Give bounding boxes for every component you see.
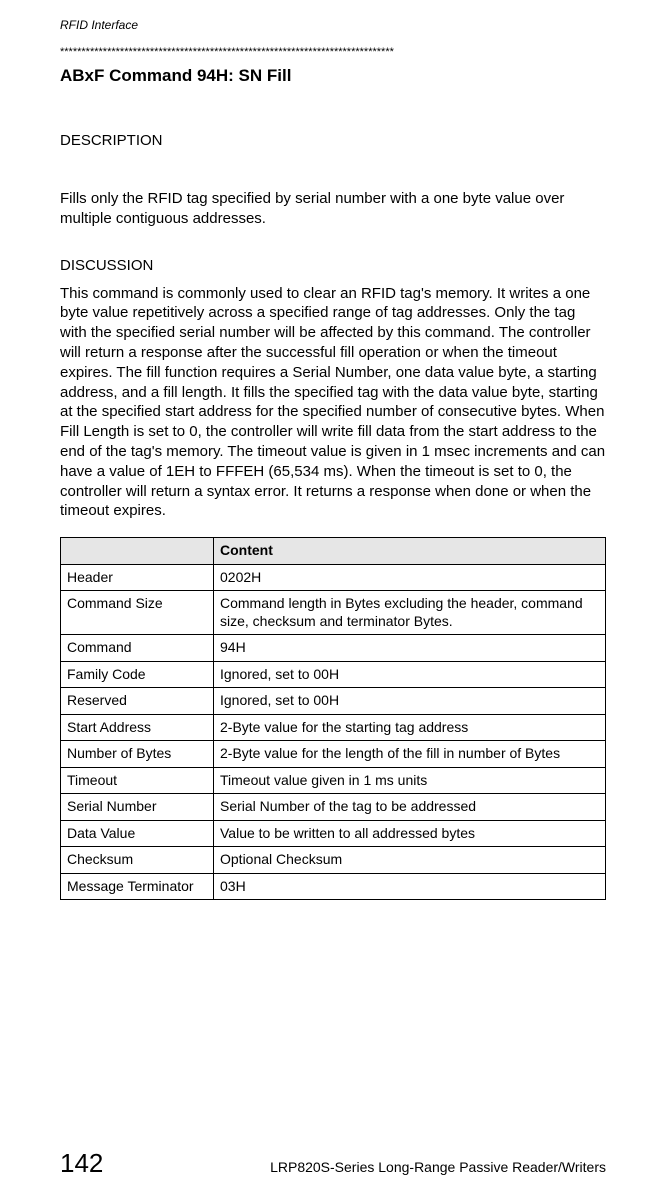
table-header-row: Content bbox=[61, 538, 606, 565]
table-cell-content: Ignored, set to 00H bbox=[214, 688, 606, 715]
table-cell-field: Serial Number bbox=[61, 794, 214, 821]
table-cell-content: Command length in Bytes excluding the he… bbox=[214, 591, 606, 635]
table-cell-content: Serial Number of the tag to be addressed bbox=[214, 794, 606, 821]
table-row: Number of Bytes 2-Byte value for the len… bbox=[61, 741, 606, 768]
page-number: 142 bbox=[60, 1148, 103, 1179]
table-cell-field: Message Terminator bbox=[61, 873, 214, 900]
table-cell-field: Command Size bbox=[61, 591, 214, 635]
page-footer: 142 LRP820S-Series Long-Range Passive Re… bbox=[60, 1148, 606, 1179]
table-cell-content: 0202H bbox=[214, 564, 606, 591]
section-divider: ****************************************… bbox=[60, 46, 606, 58]
table-cell-content: 94H bbox=[214, 635, 606, 662]
table-row: Command Size Command length in Bytes exc… bbox=[61, 591, 606, 635]
table-row: Timeout Timeout value given in 1 ms unit… bbox=[61, 767, 606, 794]
table-cell-content: Timeout value given in 1 ms units bbox=[214, 767, 606, 794]
table-cell-content: 03H bbox=[214, 873, 606, 900]
command-title: ABxF Command 94H: SN Fill bbox=[60, 66, 606, 86]
running-header: RFID Interface bbox=[60, 18, 606, 32]
table-cell-field: Data Value bbox=[61, 820, 214, 847]
table-cell-field: Reserved bbox=[61, 688, 214, 715]
table-cell-field: Command bbox=[61, 635, 214, 662]
table-cell-field: Timeout bbox=[61, 767, 214, 794]
description-text: Fills only the RFID tag specified by ser… bbox=[60, 189, 606, 229]
table-header-blank bbox=[61, 538, 214, 565]
table-cell-content: 2-Byte value for the length of the fill … bbox=[214, 741, 606, 768]
table-cell-content: Ignored, set to 00H bbox=[214, 661, 606, 688]
table-cell-field: Number of Bytes bbox=[61, 741, 214, 768]
table-cell-content: Value to be written to all addressed byt… bbox=[214, 820, 606, 847]
table-row: Checksum Optional Checksum bbox=[61, 847, 606, 874]
table-row: Command 94H bbox=[61, 635, 606, 662]
table-cell-field: Family Code bbox=[61, 661, 214, 688]
description-heading: DESCRIPTION bbox=[60, 132, 606, 149]
table-row: Reserved Ignored, set to 00H bbox=[61, 688, 606, 715]
table-cell-content: 2-Byte value for the starting tag addres… bbox=[214, 714, 606, 741]
table-row: Header 0202H bbox=[61, 564, 606, 591]
footer-title: LRP820S-Series Long-Range Passive Reader… bbox=[270, 1159, 606, 1175]
table-row: Serial Number Serial Number of the tag t… bbox=[61, 794, 606, 821]
table-cell-field: Checksum bbox=[61, 847, 214, 874]
table-header-content: Content bbox=[214, 538, 606, 565]
table-row: Start Address 2-Byte value for the start… bbox=[61, 714, 606, 741]
table-cell-field: Header bbox=[61, 564, 214, 591]
discussion-text: This command is commonly used to clear a… bbox=[60, 284, 606, 522]
table-cell-content: Optional Checksum bbox=[214, 847, 606, 874]
table-row: Family Code Ignored, set to 00H bbox=[61, 661, 606, 688]
table-row: Data Value Value to be written to all ad… bbox=[61, 820, 606, 847]
discussion-heading: DISCUSSION bbox=[60, 257, 606, 274]
table-cell-field: Start Address bbox=[61, 714, 214, 741]
table-row: Message Terminator 03H bbox=[61, 873, 606, 900]
content-table: Content Header 0202H Command Size Comman… bbox=[60, 537, 606, 900]
document-page: RFID Interface *************************… bbox=[0, 0, 651, 1199]
